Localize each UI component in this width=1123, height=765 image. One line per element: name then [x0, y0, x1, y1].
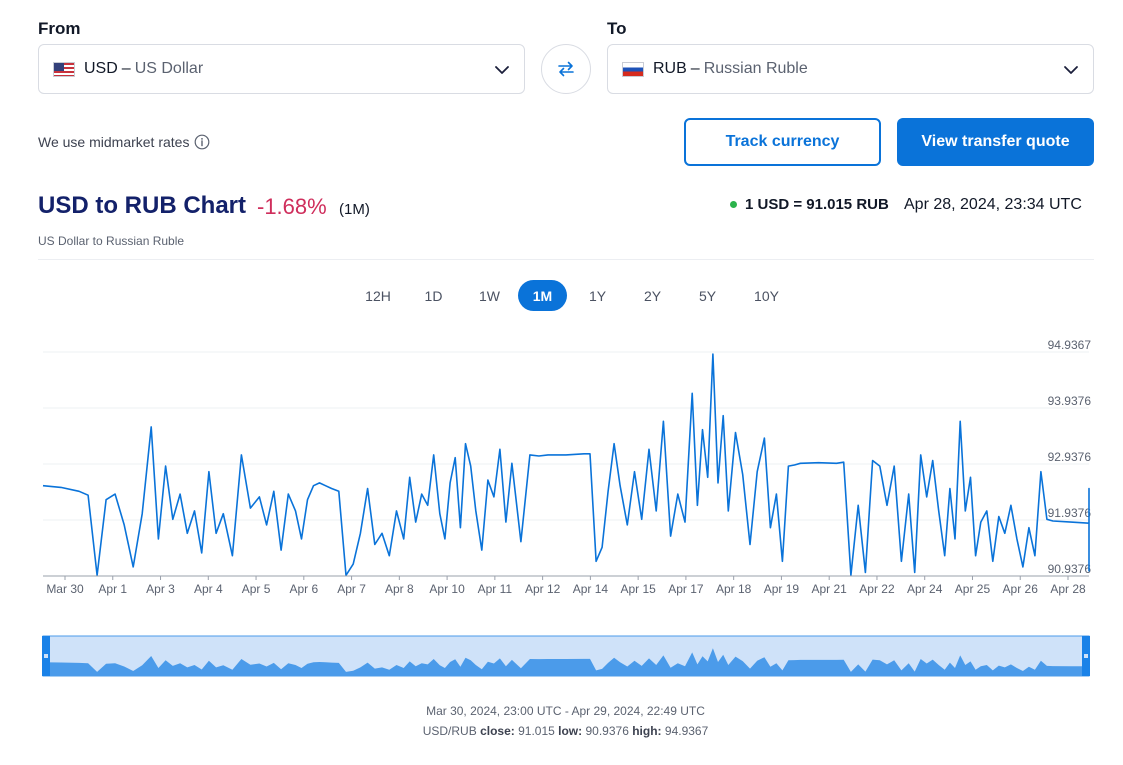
x-tick-label: Apr 8	[385, 582, 414, 596]
low-label: low:	[558, 724, 583, 738]
x-tick-label: Apr 7	[337, 582, 366, 596]
x-tick-label: Apr 28	[1050, 582, 1086, 596]
us-flag-icon	[53, 61, 75, 77]
x-tick-label: Apr 5	[242, 582, 271, 596]
chevron-down-icon	[1064, 66, 1078, 74]
divider	[38, 259, 1094, 260]
period-tab-10y[interactable]: 10Y	[754, 287, 779, 304]
y-tick-label: 90.9376	[1048, 562, 1092, 576]
low-value: 90.9376	[585, 724, 629, 738]
ru-flag-icon	[622, 61, 644, 77]
close-label: close:	[480, 724, 515, 738]
swap-arrows-icon	[558, 61, 574, 77]
from-currency-select[interactable]: USD – US Dollar	[38, 44, 525, 94]
from-currency-name: US Dollar	[134, 60, 204, 77]
midmarket-text: We use midmarket rates	[38, 134, 190, 150]
period-tab-2y[interactable]: 2Y	[643, 287, 662, 304]
x-tick-label: Apr 11	[478, 582, 513, 596]
info-icon[interactable]	[194, 134, 210, 150]
x-tick-label: Apr 10	[429, 582, 465, 596]
grip-icon	[1084, 654, 1088, 658]
x-tick-label: Apr 6	[289, 582, 318, 596]
y-tick-label: 93.9376	[1048, 394, 1092, 408]
swap-currencies-button[interactable]	[541, 44, 591, 94]
pair-label: USD/RUB	[422, 724, 477, 738]
x-tick-label: Apr 24	[907, 582, 943, 596]
live-indicator-icon	[730, 201, 737, 208]
navigator-area	[43, 648, 1089, 676]
x-tick-label: Apr 15	[620, 582, 656, 596]
period-tab-1y[interactable]: 1Y	[588, 287, 607, 304]
chevron-down-icon	[495, 66, 509, 74]
change-percent: -1.68%	[257, 194, 327, 219]
to-label: To	[607, 19, 627, 38]
x-tick-label: Apr 3	[146, 582, 175, 596]
period-tab-5y[interactable]: 5Y	[698, 287, 717, 304]
x-tick-label: Apr 1	[98, 582, 127, 596]
x-tick-label: Apr 21	[812, 582, 848, 596]
x-tick-label: Apr 18	[716, 582, 752, 596]
to-currency-code: RUB	[653, 60, 687, 77]
current-rate: 1 USD = 91.015 RUB	[745, 196, 889, 213]
track-currency-button[interactable]: Track currency	[684, 118, 881, 166]
midmarket-note: We use midmarket rates	[38, 134, 210, 150]
period-tab-1w[interactable]: 1W	[479, 287, 500, 304]
period-tab-12h[interactable]: 12H	[365, 287, 391, 304]
x-tick-label: Apr 14	[573, 582, 609, 596]
rate-line-chart[interactable]: 94.9367 93.9376 92.9376 91.9376 90.9376 Mar 3…	[0, 330, 1123, 600]
y-tick-label: 94.9367	[1048, 338, 1092, 352]
high-label: high:	[632, 724, 662, 738]
x-tick-label: Apr 4	[194, 582, 223, 596]
period-tabs: 12H 1D 1W 1M 1Y 2Y 5Y 10Y	[353, 280, 798, 311]
from-currency-code: USD	[84, 60, 118, 77]
rate-timestamp: Apr 28, 2024, 23:34 UTC	[904, 196, 1082, 213]
period-tab-1d[interactable]: 1D	[424, 287, 443, 304]
x-tick-label: Apr 19	[764, 582, 800, 596]
to-currency-name: Russian Ruble	[703, 60, 808, 77]
view-transfer-quote-button[interactable]: View transfer quote	[897, 118, 1094, 166]
date-range: Mar 30, 2024, 23:00 UTC - Apr 29, 2024, …	[426, 704, 705, 718]
x-tick-label: Mar 30	[46, 582, 84, 596]
rate-line	[42, 353, 1090, 577]
y-tick-label: 92.9376	[1048, 450, 1092, 464]
to-currency-select[interactable]: RUB – Russian Ruble	[607, 44, 1094, 94]
from-dash: –	[121, 60, 131, 77]
from-label: From	[38, 19, 81, 38]
grip-icon	[44, 654, 48, 658]
x-tick-label: Apr 25	[955, 582, 991, 596]
x-tick-label: Apr 26	[1003, 582, 1039, 596]
change-period: (1M)	[339, 201, 370, 218]
high-value: 94.9367	[664, 724, 709, 738]
x-tick-label: Apr 17	[668, 582, 704, 596]
chart-subtitle: US Dollar to Russian Ruble	[38, 234, 185, 248]
range-navigator[interactable]	[0, 630, 1123, 682]
range-stats: USD/RUB close: 91.015 low: 90.9376 high:…	[0, 724, 1123, 738]
close-value: 91.015	[518, 724, 555, 738]
x-tick-label: Apr 12	[525, 582, 561, 596]
chart-title: USD to RUB Chart	[38, 192, 246, 219]
to-dash: –	[690, 60, 700, 77]
y-tick-label: 91.9376	[1048, 506, 1092, 520]
x-tick-label: Apr 22	[859, 582, 895, 596]
period-tab-1m[interactable]: 1M	[518, 280, 567, 311]
